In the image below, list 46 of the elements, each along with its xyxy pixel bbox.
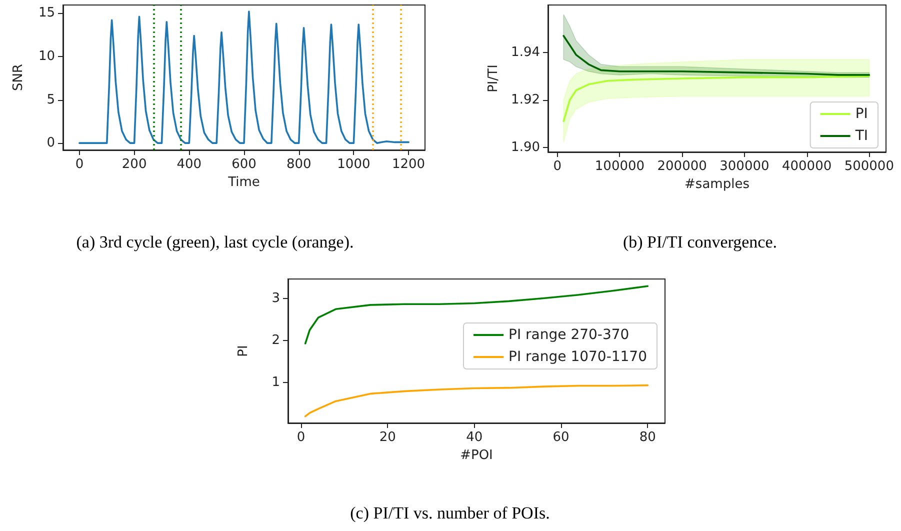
x-axis-title: #POI [460, 448, 493, 463]
x-tick-label: 1200 [392, 157, 426, 172]
x-tick-label: 600 [232, 157, 256, 172]
line-series [78, 10, 410, 144]
y-tick-label: 15 [38, 6, 55, 21]
x-tick-label: 200000 [657, 159, 707, 174]
legend-label: TI [854, 128, 868, 144]
x-tick-label: 0 [296, 430, 306, 445]
text: (c) PI/TI vs. number of POIs. [350, 504, 550, 522]
y-axis-title: PI/TI [486, 64, 502, 92]
legend-label: PI range 1070-1170 [508, 349, 648, 365]
x-tick-label: 60 [552, 430, 570, 445]
text: (b) PI/TI convergence. [622, 232, 778, 252]
x-tick-label: 80 [639, 430, 656, 445]
y-tick-label: 3 [272, 291, 280, 306]
x-tick-label: 1000 [337, 157, 370, 172]
x-tick-label: 300000 [720, 159, 770, 174]
x-tick-label: 20 [379, 430, 396, 445]
x-axis-title: Time [227, 175, 260, 190]
y-tick-label: 1 [272, 374, 280, 390]
y-tick-label: 2 [272, 333, 280, 348]
y-tick-label: 1.90 [511, 140, 540, 155]
y-tick-label: 10 [38, 49, 55, 64]
y-tick-label: 0 [46, 136, 55, 151]
x-tick-label: 0 [75, 157, 84, 172]
y-axis-title: SNR [11, 64, 26, 92]
x-tick-label: 0 [553, 159, 562, 174]
y-axis-title: PI [236, 345, 251, 357]
x-tick-label: 40 [466, 430, 483, 445]
y-tick-label: 5 [46, 92, 55, 108]
legend-label: PI [855, 106, 868, 122]
line-series [562, 75, 870, 122]
line-series [562, 34, 870, 76]
line-series [304, 384, 649, 418]
line-series [304, 285, 649, 344]
x-tick-label: 100000 [594, 159, 645, 174]
x-tick-label: 400000 [782, 159, 832, 174]
x-tick-label: 800 [286, 157, 312, 172]
y-tick-label: 1.92 [511, 92, 540, 108]
x-tick-label: 200 [122, 157, 147, 172]
legend-label: PI range 270-370 [508, 327, 630, 343]
x-tick-label: 400 [176, 157, 202, 172]
x-tick-label: 500000 [844, 159, 894, 174]
y-tick-label: 1.94 [511, 44, 540, 60]
x-axis-title: #samples [684, 177, 750, 192]
text: (a) 3rd cycle (green), last cycle (orange). [76, 232, 354, 252]
